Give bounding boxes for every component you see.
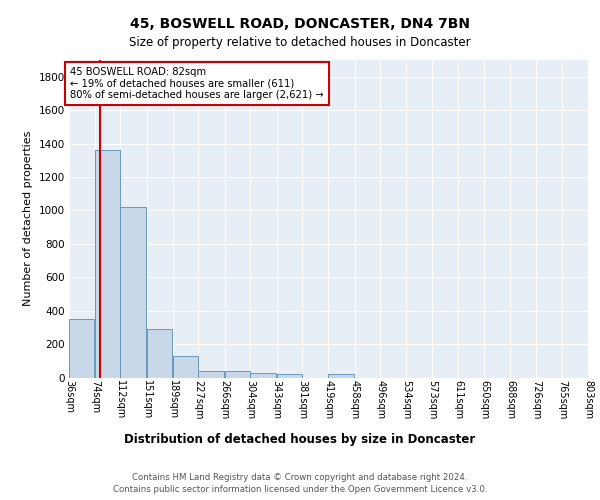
Bar: [147, 329, 172, 378]
Text: Size of property relative to detached houses in Doncaster: Size of property relative to detached ho…: [129, 36, 471, 49]
Bar: [277, 374, 302, 378]
Text: Distribution of detached houses by size in Doncaster: Distribution of detached houses by size …: [124, 432, 476, 446]
Bar: [173, 356, 198, 378]
Bar: [250, 373, 276, 378]
Text: 45 BOSWELL ROAD: 82sqm
← 19% of detached houses are smaller (611)
80% of semi-de: 45 BOSWELL ROAD: 82sqm ← 19% of detached…: [70, 66, 324, 100]
Bar: [121, 207, 146, 378]
Bar: [328, 374, 353, 378]
Bar: [198, 371, 224, 378]
Bar: [69, 319, 94, 378]
Text: Contains HM Land Registry data © Crown copyright and database right 2024.
Contai: Contains HM Land Registry data © Crown c…: [113, 472, 487, 494]
Bar: [95, 150, 120, 378]
Y-axis label: Number of detached properties: Number of detached properties: [23, 131, 33, 306]
Bar: [224, 371, 250, 378]
Text: 45, BOSWELL ROAD, DONCASTER, DN4 7BN: 45, BOSWELL ROAD, DONCASTER, DN4 7BN: [130, 18, 470, 32]
